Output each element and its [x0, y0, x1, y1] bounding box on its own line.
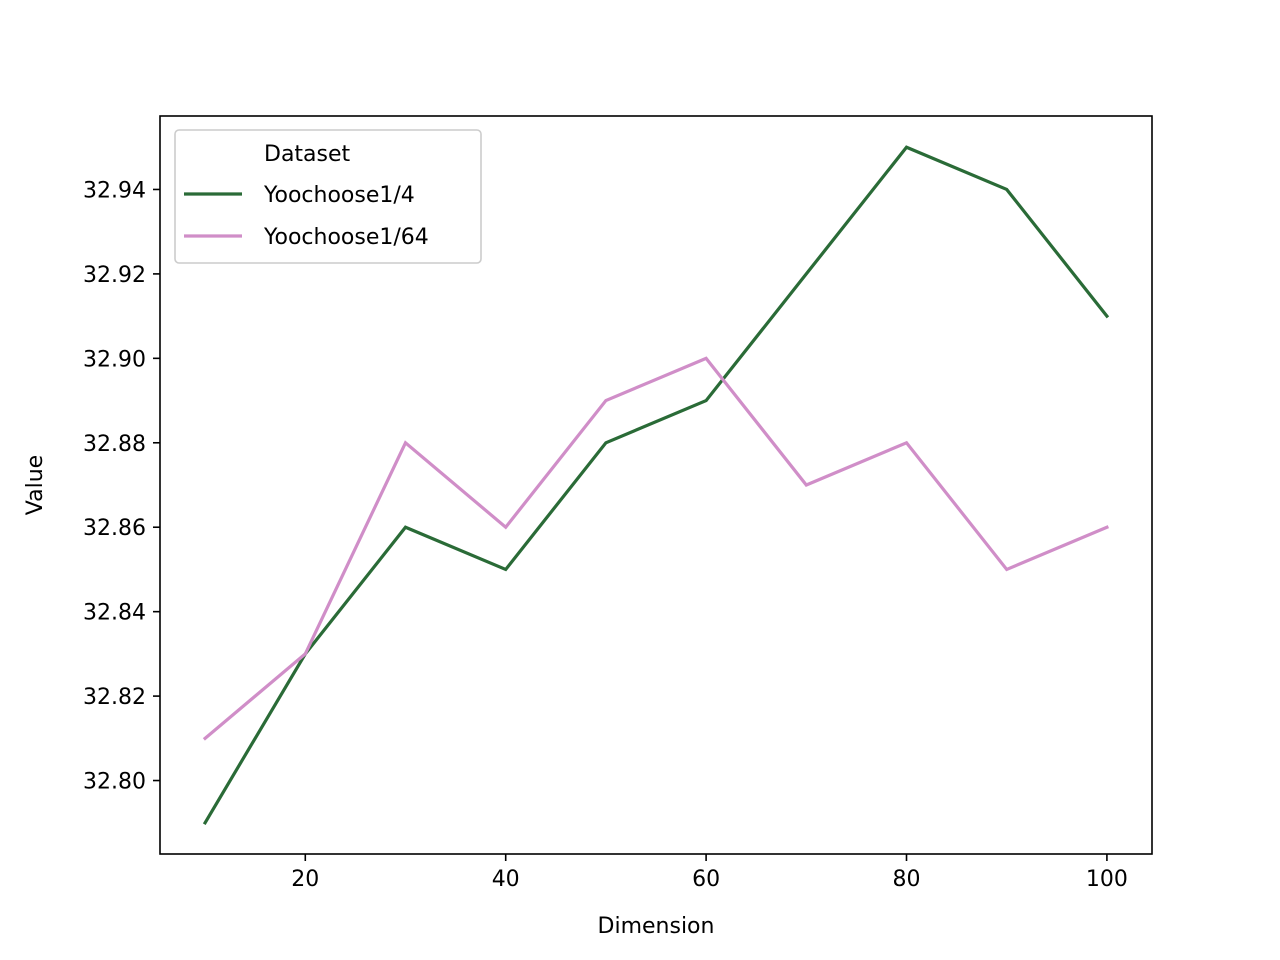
series-line-2	[202, 356, 1110, 741]
legend-label-2: Yoochoose1/64	[263, 225, 429, 250]
y-tick-label: 32.90	[83, 347, 146, 372]
x-tick-label: 80	[893, 867, 921, 892]
series-line-1	[202, 145, 1110, 825]
y-tick-label: 32.86	[83, 516, 146, 541]
legend-entries: Yoochoose1/4 Yoochoose1/64	[184, 183, 429, 250]
x-axis-title: Dimension	[598, 914, 715, 939]
legend-box	[174, 129, 482, 264]
legend-label-1: Yoochoose1/4	[263, 183, 415, 208]
series-layer	[202, 145, 1110, 825]
legend-title: Dataset	[264, 142, 351, 167]
plot-frame	[159, 115, 1153, 855]
x-tick-label: 100	[1086, 867, 1128, 892]
y-tick-label: 32.84	[83, 601, 146, 626]
y-axis-title: Value	[23, 455, 48, 515]
x-axis: 20 40 60 80 100	[291, 854, 1128, 892]
y-axis: 32.80 32.82 32.84 32.86 32.88 32.90 32.92 32.94	[83, 178, 160, 795]
y-tick-label: 32.82	[83, 685, 146, 710]
y-tick-label: 32.80	[83, 770, 146, 795]
x-tick-label: 20	[291, 867, 319, 892]
y-tick-label: 32.88	[83, 432, 146, 457]
x-tick-label: 60	[692, 867, 720, 892]
y-tick-label: 32.94	[83, 178, 146, 203]
legend: Dataset Yoochoose1/4 Yoochoose1/64	[174, 129, 482, 264]
x-tick-label: 40	[492, 867, 520, 892]
y-tick-label: 32.92	[83, 263, 146, 288]
